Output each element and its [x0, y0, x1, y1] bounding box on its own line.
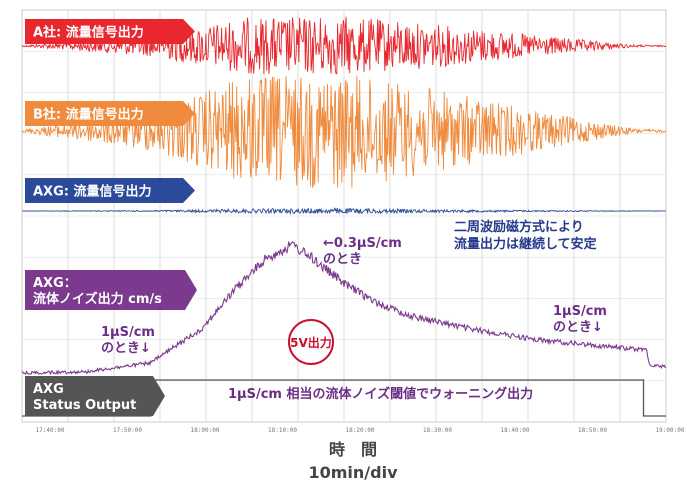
banner-b: B社: 流量信号出力: [25, 101, 195, 126]
x-tick-label: 18:00:00: [191, 427, 220, 434]
banner-axg-status-shape: [25, 376, 165, 416]
banner-b-shape: [25, 101, 195, 126]
annotation-dual-frequency: 二周波励磁方式により流量出力は継続して安定: [454, 219, 597, 252]
x-axis-label: 時 間: [329, 440, 377, 459]
series-line-2: [22, 207, 666, 215]
x-tick-label: 18:20:00: [346, 427, 375, 434]
annotation-right-threshold: 1µS/cm のとき↓: [553, 304, 607, 335]
annotation-peak: ←0.3µS/cm のとき: [323, 236, 402, 267]
banner-axg-status-label: AXG Status Output: [33, 382, 136, 413]
x-tick-label: 17:50:00: [113, 427, 142, 434]
banner-axg-noise: AXG：流体ノイズ出力 cm/s: [25, 270, 197, 310]
chart-grid: [21, 9, 667, 423]
banner-axg-flow-label: AXG: 流量信号出力: [33, 184, 151, 200]
banner-axg-status: AXG Status Output: [25, 376, 165, 416]
banner-axg-flow-shape: [25, 178, 195, 203]
x-tick-label: 19:00:00: [656, 427, 685, 434]
annotation-left-threshold: 1µS/cm のとき↓: [101, 325, 155, 356]
banner-a-shape: [25, 19, 195, 44]
x-tick-label: 17:40:00: [36, 427, 65, 434]
banner-a-label: A社: 流量信号出力: [33, 25, 144, 41]
banner-b-label: B社: 流量信号出力: [33, 107, 144, 123]
series-line-0: [21, 16, 667, 75]
x-tick-label: 18:50:00: [578, 427, 607, 434]
x-tick-labels: 17:40:00 17:50:00 18:00:00 18:10:00 18:20:00…: [36, 427, 685, 434]
x-tick-label: 18:30:00: [423, 427, 452, 434]
5v-circle: [288, 319, 334, 365]
annotation-warning: 1µS/cm 相当の流体ノイズ閾値でウォーニング出力: [228, 386, 533, 402]
annotation-5v-label: 5V出力: [290, 335, 332, 350]
banner-axg-noise-shape: [25, 270, 197, 310]
banner-a: A社: 流量信号出力: [25, 19, 195, 44]
series-line-3: [21, 240, 666, 376]
x-tick-label: 18:10:00: [268, 427, 297, 434]
series-line-1: [21, 75, 667, 188]
x-axis-unit: 10min/div: [308, 463, 398, 482]
banner-axg-noise-label: AXG：流体ノイズ出力 cm/s: [33, 276, 162, 307]
x-tick-label: 18:40:00: [501, 427, 530, 434]
banner-axg-flow: AXG: 流量信号出力: [25, 178, 195, 203]
annotation-5v-output: 5V出力: [288, 319, 334, 365]
